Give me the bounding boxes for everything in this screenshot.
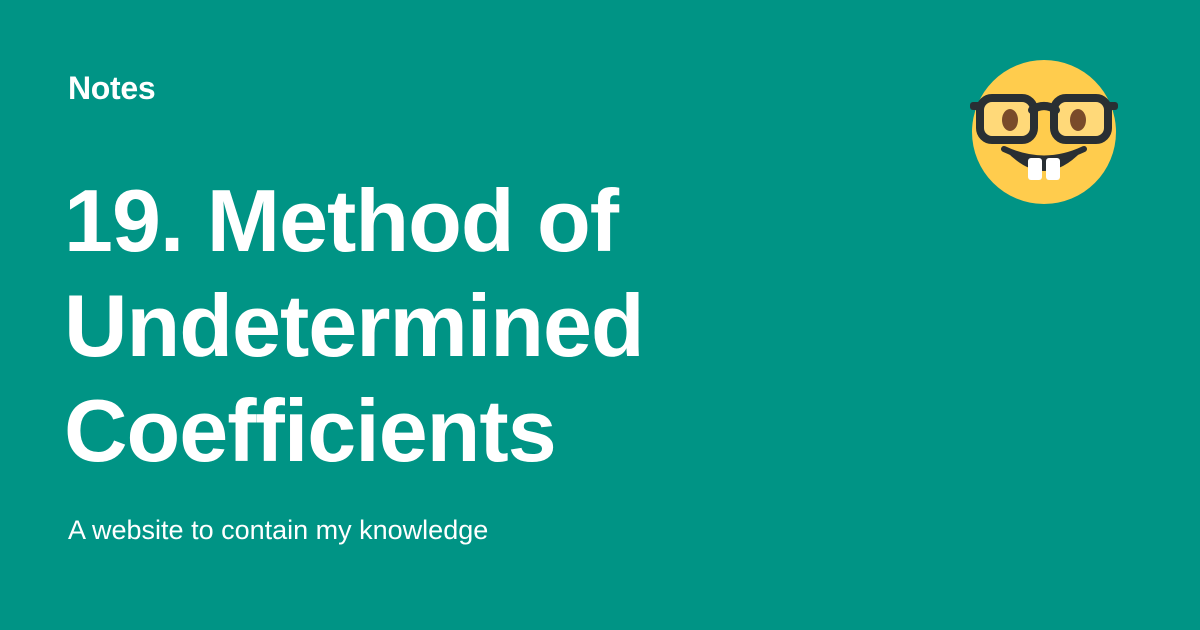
page-title: 19. Method of Undetermined Coefficients: [64, 168, 824, 483]
page-title-line-3: Coefficients: [64, 381, 557, 480]
site-name: Notes: [68, 70, 156, 106]
page-title-line-1: 19. Method of: [64, 171, 619, 270]
page-title-line-2: Undetermined: [64, 276, 645, 375]
site-description: A website to contain my knowledge: [68, 515, 489, 545]
nerd-face-emoji-icon: [970, 60, 1118, 204]
